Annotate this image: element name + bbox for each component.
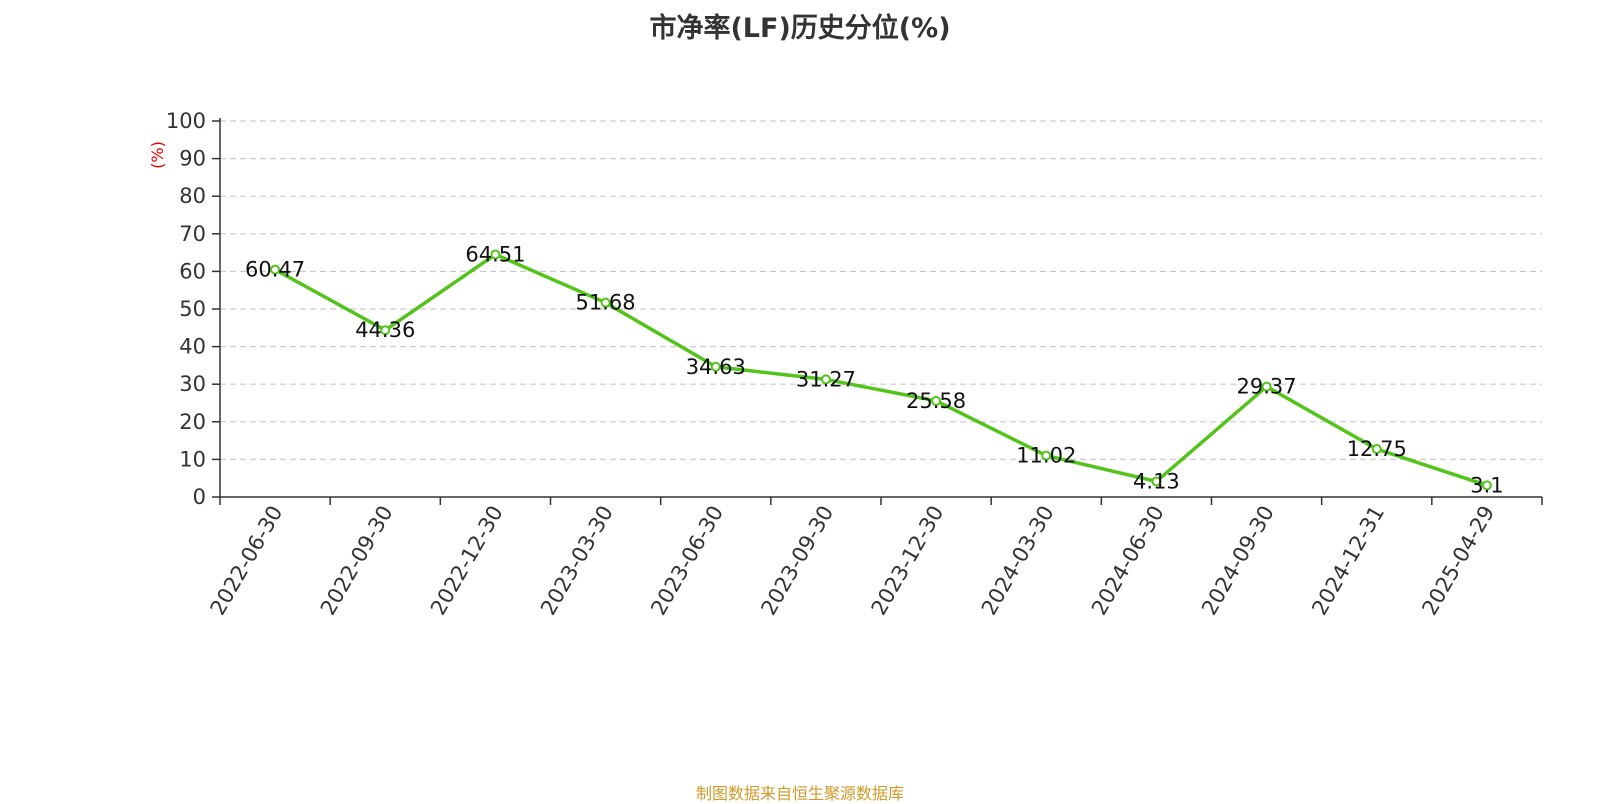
data-label: 11.02 [1016,444,1076,468]
data-label: 34.63 [686,355,746,379]
data-point [1151,476,1162,487]
data-point [270,264,281,275]
data-point [931,395,942,406]
x-tick-label: 2023-03-30 [536,502,618,620]
x-tick-label: 2023-12-30 [867,502,949,620]
data-label: 25.58 [906,389,966,413]
y-tick-label: 0 [193,485,206,509]
data-label: 4.13 [1133,469,1180,493]
y-axis-label: (%) [148,141,167,169]
data-point [710,361,721,372]
y-tick-label: 100 [166,109,206,133]
x-tick-label: 2025-04-29 [1417,502,1499,620]
x-tick-label: 2023-09-30 [756,502,838,620]
series-line [274,252,1488,488]
data-label: 64.51 [465,242,525,266]
data-source-note: 制图数据来自恒生聚源数据库 [695,784,904,803]
data-label: 51.68 [576,291,636,315]
x-tick-label: 2022-06-30 [206,502,288,620]
data-label: 44.36 [355,318,415,342]
x-tick-label: 2024-03-30 [977,502,1059,620]
data-label: 3.1 [1470,473,1503,497]
y-tick-label: 90 [179,147,206,171]
data-point [600,297,611,308]
data-point [1371,444,1382,455]
data-point [1041,450,1052,461]
data-label: 31.27 [796,367,856,391]
x-tick-label: 2022-12-30 [426,502,508,620]
data-point [1261,381,1272,392]
y-tick-label: 40 [179,335,206,359]
y-tick-label: 60 [179,259,206,283]
y-tick-label: 70 [179,222,206,246]
data-point [380,325,391,336]
data-label: 60.47 [245,258,305,282]
data-label: 29.37 [1237,375,1297,399]
y-tick-label: 10 [179,447,206,471]
x-tick-label: 2024-09-30 [1197,502,1279,620]
y-tick-label: 80 [179,184,206,208]
x-tick-label: 2024-12-31 [1307,502,1389,620]
data-label: 12.75 [1347,437,1407,461]
y-tick-label: 50 [179,297,206,321]
x-tick-label: 2023-06-30 [646,502,728,620]
data-point [820,374,831,385]
chart-title: 市净率(LF)历史分位(%) [649,13,951,44]
y-tick-label: 20 [179,410,206,434]
x-tick-label: 2022-09-30 [316,502,398,620]
x-tick-label: 2024-06-30 [1087,502,1169,620]
data-point [1481,480,1492,491]
y-tick-label: 30 [179,372,206,396]
data-point [490,249,501,260]
